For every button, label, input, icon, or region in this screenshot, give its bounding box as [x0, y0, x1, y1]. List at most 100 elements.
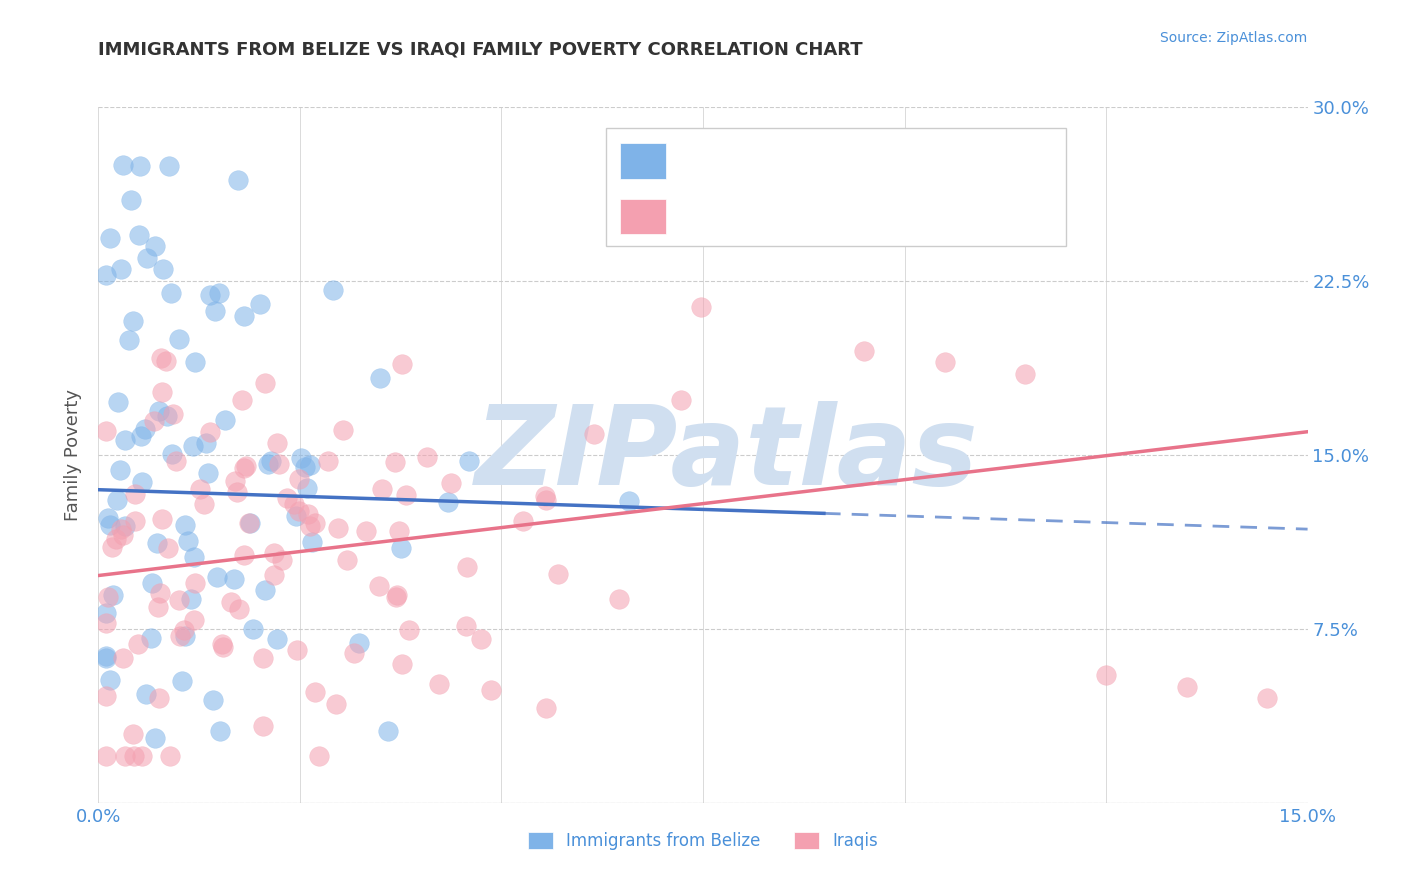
Point	[347, 636, 370, 650]
Point	[1095, 668, 1118, 682]
Point	[619, 494, 641, 508]
Point	[388, 524, 411, 539]
Point	[184, 355, 207, 369]
Point	[141, 576, 163, 591]
Point	[160, 285, 183, 300]
Text: ZIPatlas: ZIPatlas	[475, 401, 979, 508]
Point	[114, 433, 136, 447]
Point	[690, 301, 713, 315]
Point	[204, 304, 226, 318]
Point	[299, 519, 322, 533]
Point	[107, 395, 129, 409]
Point	[343, 646, 366, 660]
Point	[336, 553, 359, 567]
Point	[304, 516, 326, 530]
Point	[155, 354, 177, 368]
Point	[150, 351, 173, 365]
Point	[148, 404, 170, 418]
Point	[301, 535, 323, 549]
Point	[242, 622, 264, 636]
Point	[260, 453, 283, 467]
Point	[371, 482, 394, 496]
Point	[534, 489, 557, 503]
Point	[96, 615, 118, 630]
Point	[607, 592, 630, 607]
Point	[162, 407, 184, 421]
Point	[208, 285, 231, 300]
Point	[160, 447, 183, 461]
Point	[266, 632, 288, 646]
Point	[202, 693, 225, 707]
Point	[285, 643, 308, 657]
Point	[131, 749, 153, 764]
Point	[97, 510, 120, 524]
Point	[252, 718, 274, 732]
Point	[385, 590, 408, 604]
Point	[96, 424, 118, 438]
Point	[129, 429, 152, 443]
Point	[197, 466, 219, 480]
Point	[395, 488, 418, 502]
Point	[212, 640, 235, 654]
Point	[124, 514, 146, 528]
Point	[208, 723, 231, 738]
Y-axis label: Family Poverty: Family Poverty	[65, 389, 83, 521]
Point	[354, 524, 377, 538]
Point	[111, 158, 134, 172]
Point	[479, 683, 502, 698]
Point	[120, 193, 142, 207]
Point	[332, 423, 354, 437]
Point	[325, 697, 347, 711]
Point	[368, 370, 391, 384]
Point	[288, 504, 311, 518]
Legend: Immigrants from Belize, Iraqis: Immigrants from Belize, Iraqis	[522, 826, 884, 857]
Point	[263, 568, 285, 582]
Point	[156, 409, 179, 423]
Point	[173, 623, 195, 637]
Point	[456, 619, 478, 633]
Point	[97, 591, 120, 605]
Point	[98, 673, 121, 687]
Point	[198, 288, 221, 302]
Point	[224, 475, 246, 489]
Point	[146, 600, 169, 615]
Point	[135, 687, 157, 701]
Point	[101, 540, 124, 554]
Point	[156, 541, 179, 556]
Point	[232, 309, 254, 323]
Point	[297, 507, 319, 521]
Point	[152, 262, 174, 277]
Point	[288, 472, 311, 486]
Point	[391, 657, 413, 672]
Point	[377, 723, 399, 738]
Point	[211, 637, 233, 651]
Point	[326, 521, 349, 535]
Point	[249, 297, 271, 311]
Point	[583, 427, 606, 442]
Point	[285, 508, 308, 523]
Point	[124, 486, 146, 500]
Point	[235, 458, 257, 473]
Point	[1175, 680, 1198, 694]
Point	[316, 453, 339, 467]
Point	[534, 700, 557, 714]
Point	[304, 685, 326, 699]
Point	[122, 313, 145, 327]
Point	[458, 454, 481, 468]
Point	[183, 613, 205, 627]
Point	[148, 690, 170, 705]
Point	[207, 570, 229, 584]
Point	[96, 606, 118, 620]
Point	[239, 516, 262, 530]
Point	[129, 159, 152, 173]
Point	[157, 160, 180, 174]
Point	[188, 482, 211, 496]
Point	[134, 422, 156, 436]
Point	[290, 451, 312, 466]
Point	[174, 629, 197, 643]
Point	[180, 592, 202, 607]
Point	[167, 332, 190, 346]
Point	[149, 586, 172, 600]
Point	[135, 251, 157, 265]
Point	[367, 579, 389, 593]
